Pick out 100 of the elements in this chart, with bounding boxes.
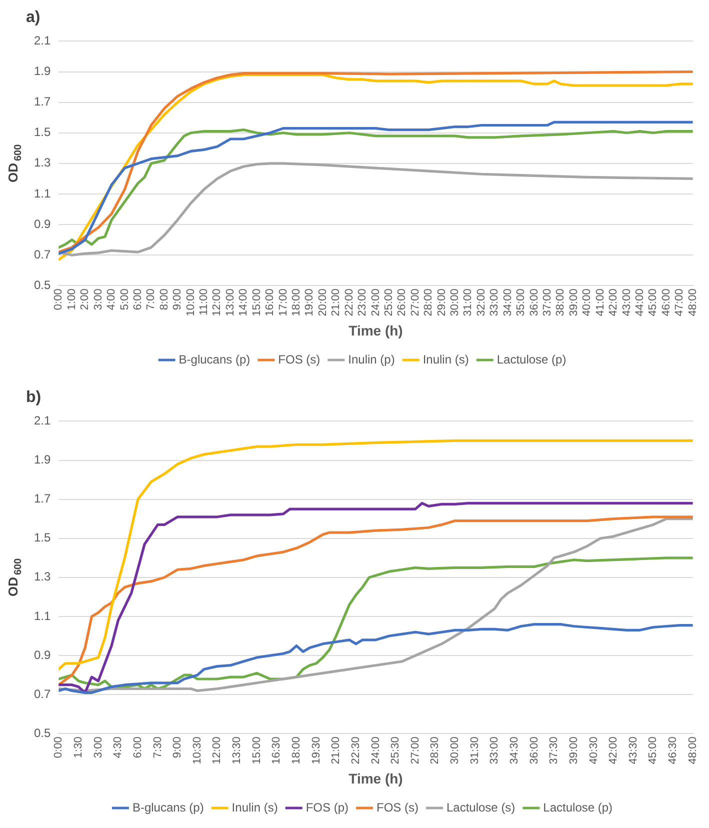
legend-label: FOS (p) (306, 800, 348, 814)
y-tick-label: 1.1 (34, 608, 51, 623)
x-tick-label: 9:00 (172, 736, 184, 758)
chart-title: b) (26, 389, 42, 406)
x-tick-label: 24:00 (370, 736, 382, 764)
x-tick-label: 18:00 (290, 736, 303, 764)
x-tick-label: 26:00 (396, 288, 408, 316)
x-tick-label: 3:00 (92, 288, 104, 310)
y-tick-label: 1.5 (34, 125, 51, 140)
y-tick-label: 2.1 (34, 414, 51, 428)
y-tick-label: 1.9 (34, 64, 51, 78)
x-tick-label: 42:00 (608, 736, 620, 764)
y-tick-label: 0.5 (34, 726, 51, 740)
y-axis-title: OD600 (6, 144, 24, 183)
legend-label: FOS (s) (278, 352, 320, 366)
x-tick-label: 16:30 (270, 736, 283, 764)
x-tick-label: 40:30 (588, 736, 600, 764)
x-tick-label: 44:00 (634, 288, 646, 316)
legend-label: Lactulose (p) (543, 800, 613, 814)
y-tick-label: 0.9 (34, 648, 51, 662)
x-tick-label: 27:00 (409, 736, 422, 764)
legend-label: B-glucans (p) (178, 352, 250, 366)
x-tick-label: 19:00 (304, 288, 316, 316)
x-tick-label: 30:00 (449, 736, 462, 764)
x-tick-label: 39:00 (568, 736, 580, 764)
y-tick-label: 2.1 (34, 34, 51, 48)
x-tick-label: 43:00 (620, 288, 633, 316)
y-tick-label: 1.3 (34, 570, 51, 584)
x-tick-label: 31:00 (462, 288, 474, 316)
x-tick-label: 6:00 (132, 736, 144, 758)
x-tick-label: 29:00 (436, 288, 448, 316)
x-tick-label: 14:00 (238, 288, 250, 316)
y-tick-label: 1.7 (34, 492, 51, 506)
x-tick-label: 12:00 (211, 288, 224, 316)
x-axis-title: Time (h) (348, 770, 403, 786)
x-tick-label: 9:00 (172, 288, 184, 310)
x-tick-label: 2:00 (79, 288, 92, 310)
x-tick-label: 36:00 (528, 736, 540, 764)
x-tick-label: 11:00 (198, 288, 210, 316)
x-tick-label: 30:00 (449, 288, 462, 316)
chart-title: a) (26, 9, 40, 26)
legend-label: Lactulose (s) (446, 800, 516, 814)
x-tick-label: 4:30 (112, 736, 124, 758)
x-tick-label: 46:30 (667, 736, 680, 764)
x-tick-label: 15:00 (250, 736, 263, 764)
x-tick-label: 34:00 (502, 288, 514, 316)
x-tick-label: 6:00 (132, 288, 144, 310)
x-tick-label: 19:30 (310, 736, 322, 764)
legend-label: Inulin (s) (422, 352, 469, 366)
x-tick-label: 8:00 (158, 288, 170, 310)
y-tick-label: 1.7 (34, 94, 51, 109)
x-tick-label: 13:00 (224, 288, 236, 316)
x-tick-label: 43:30 (627, 736, 640, 764)
x-tick-label: 4:00 (106, 288, 118, 310)
x-tick-label: 12:00 (211, 736, 224, 764)
x-tick-label: 48:00 (686, 736, 699, 764)
x-tick-label: 20:00 (316, 288, 329, 316)
legend-label: Lactulose (p) (496, 352, 566, 366)
x-tick-label: 21:00 (330, 736, 342, 764)
x-tick-label: 47:00 (674, 288, 686, 316)
x-tick-label: 0:00 (52, 736, 65, 758)
legend-label: Inulin (p) (348, 352, 395, 366)
x-tick-label: 33:00 (488, 736, 501, 764)
x-axis-title: Time (h) (348, 322, 403, 338)
x-tick-label: 25:30 (390, 736, 402, 764)
x-tick-label: 5:00 (118, 288, 131, 310)
x-tick-label: 18:00 (290, 288, 303, 316)
y-tick-label: 0.5 (34, 278, 51, 292)
x-tick-label: 33:00 (488, 288, 501, 316)
x-tick-label: 31:30 (468, 736, 481, 764)
x-tick-label: 22:30 (350, 736, 362, 764)
x-tick-label: 27:00 (409, 288, 422, 316)
x-tick-label: 41:00 (594, 288, 606, 316)
x-tick-label: 45:00 (647, 736, 660, 764)
x-tick-label: 25:00 (382, 288, 395, 316)
y-tick-label: 0.9 (34, 216, 51, 231)
x-tick-label: 46:00 (660, 288, 672, 316)
y-tick-label: 1.5 (34, 530, 51, 545)
x-tick-label: 3:00 (92, 736, 104, 758)
y-tick-label: 1.1 (34, 186, 51, 200)
y-tick-label: 1.3 (34, 156, 51, 170)
x-tick-label: 36:00 (528, 288, 540, 316)
x-tick-label: 48:00 (686, 288, 699, 316)
x-tick-label: 0:00 (52, 288, 65, 310)
x-tick-label: 21:00 (330, 288, 342, 316)
x-tick-label: 38:00 (554, 288, 567, 316)
x-tick-label: 40:00 (581, 288, 594, 316)
x-tick-label: 24:00 (370, 288, 382, 316)
x-tick-label: 13:30 (231, 736, 244, 764)
y-axis-title: OD600 (6, 558, 24, 597)
x-tick-label: 32:00 (475, 288, 488, 316)
x-tick-label: 37:30 (548, 736, 560, 764)
x-tick-label: 23:00 (356, 288, 369, 316)
legend-label: B-glucans (p) (132, 800, 204, 814)
y-tick-label: 0.7 (34, 686, 51, 701)
x-tick-label: 28:30 (429, 736, 442, 764)
legend-label: FOS (s) (376, 800, 418, 814)
x-tick-label: 22:00 (343, 288, 356, 316)
x-tick-label: 10:30 (191, 736, 204, 764)
x-tick-label: 16:00 (264, 288, 276, 316)
